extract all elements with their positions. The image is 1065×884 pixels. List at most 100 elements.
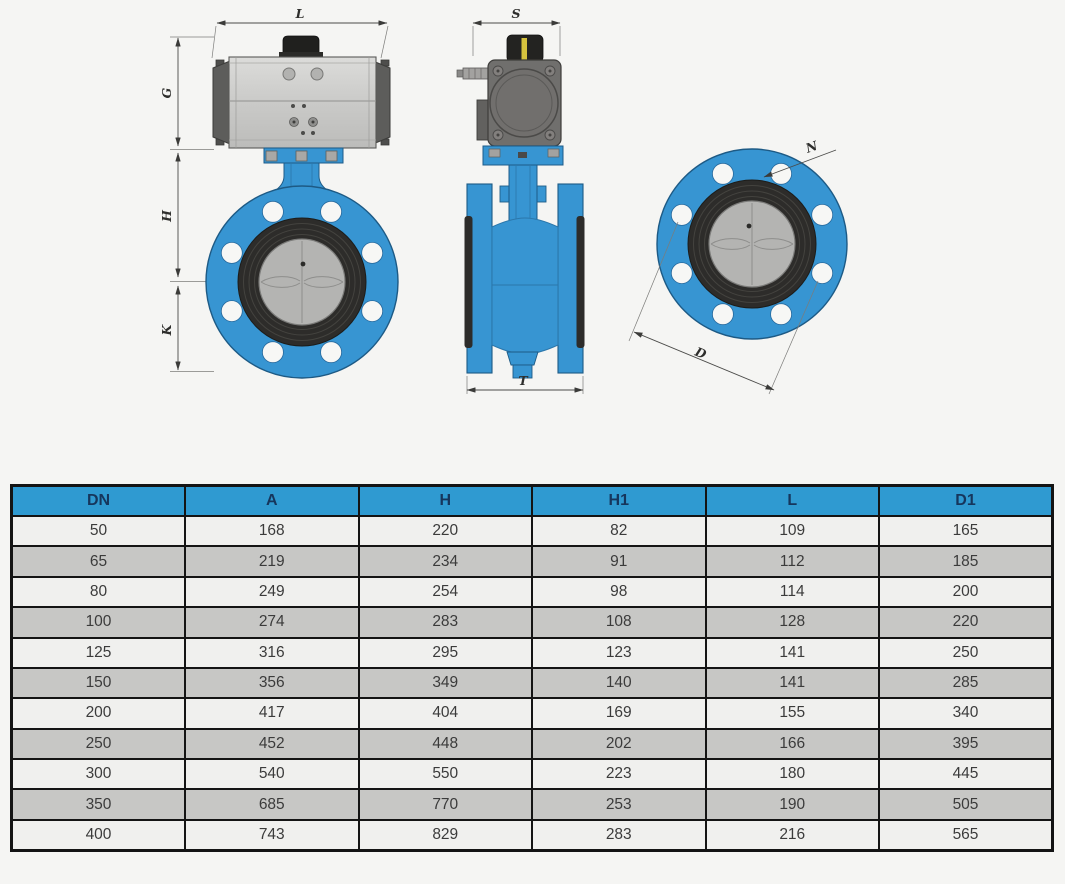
table-cell: 395 <box>878 727 1054 761</box>
table-cell: 169 <box>531 697 707 730</box>
table-cell: 50 <box>10 514 186 548</box>
table-cell: 400 <box>10 818 186 852</box>
table-cell: 185 <box>878 545 1054 578</box>
table-cell: 82 <box>531 514 707 548</box>
table-cell: 200 <box>10 697 186 730</box>
col-header-l: L <box>704 484 880 517</box>
col-header-a: A <box>184 484 360 517</box>
table-cell: 350 <box>10 788 186 821</box>
col-header-h1: H1 <box>531 484 707 517</box>
table-cell: 300 <box>10 757 186 791</box>
center-body <box>491 217 559 355</box>
mounting-bolt <box>265 150 278 162</box>
pneumatic-actuator-front <box>212 35 391 149</box>
table-cell: 250 <box>878 636 1054 669</box>
table-cell: 123 <box>531 636 707 669</box>
table-cell: 404 <box>357 697 533 730</box>
mounting-bolt <box>488 148 501 158</box>
table-cell: 550 <box>357 757 533 791</box>
table-row: 65 219 234 91 112 185 <box>10 545 1054 578</box>
table-cell: 112 <box>704 545 880 578</box>
table-row: 250 452 448 202 166 395 <box>10 727 1054 761</box>
valve-flange-front <box>205 185 399 379</box>
side-view: S <box>456 6 585 394</box>
col-header-h: H <box>357 484 533 517</box>
table-cell: 234 <box>357 545 533 578</box>
indicator-stripe <box>521 38 527 60</box>
table-cell: 219 <box>184 545 360 578</box>
dim-label-N: N <box>803 138 820 156</box>
dim-label-D: D <box>692 343 709 361</box>
actuator-end-cap-left <box>212 60 231 145</box>
table-cell: 448 <box>357 727 533 761</box>
table-row: 150 356 349 140 141 285 <box>10 666 1054 700</box>
table-row: 125 316 295 123 141 250 <box>10 636 1054 669</box>
dimension-table-body: 50 168 220 82 109 165 65 219 234 91 112 185 80 249 254… <box>10 514 1054 852</box>
table-cell: 150 <box>10 666 186 700</box>
table-cell: 253 <box>531 788 707 821</box>
dimension-N: N <box>763 138 837 178</box>
table-cell: 91 <box>531 545 707 578</box>
mounting-bolt <box>295 150 308 162</box>
table-cell: 743 <box>184 818 360 852</box>
table-cell: 770 <box>357 788 533 821</box>
dim-label-L: L <box>295 6 305 21</box>
table-cell: 283 <box>357 606 533 639</box>
bolt-holes <box>220 200 384 364</box>
pneumatic-actuator-side <box>456 34 562 147</box>
dimension-T: T <box>466 373 584 394</box>
cylinder-boss <box>489 68 559 138</box>
dim-label-G: G <box>159 87 174 98</box>
bottom-tab <box>512 364 533 379</box>
table-cell: 254 <box>357 575 533 609</box>
col-header-dn: DN <box>10 484 186 517</box>
table-cell: 295 <box>357 636 533 669</box>
table-cell: 80 <box>10 575 186 609</box>
table-cell: 565 <box>878 818 1054 852</box>
table-row: 50 168 220 82 109 165 <box>10 514 1054 548</box>
valve-body-side <box>464 145 585 379</box>
table-cell: 140 <box>531 666 707 700</box>
table-cell: 155 <box>704 697 880 730</box>
table-cell: 165 <box>878 514 1054 548</box>
table-row: 200 417 404 169 155 340 <box>10 697 1054 730</box>
table-cell: 141 <box>704 666 880 700</box>
disc-center-pin <box>746 223 752 229</box>
dimension-S: S <box>472 6 561 56</box>
table-cell: 166 <box>704 727 880 761</box>
table-cell: 283 <box>531 818 707 852</box>
disc-center-pin <box>300 261 306 267</box>
table-cell: 356 <box>184 666 360 700</box>
dimension-L: L <box>211 6 389 59</box>
bottom-stub <box>506 351 539 366</box>
table-cell: 223 <box>531 757 707 791</box>
table-cell: 202 <box>531 727 707 761</box>
table-cell: 108 <box>531 606 707 639</box>
table-cell: 141 <box>704 636 880 669</box>
table-cell: 114 <box>704 575 880 609</box>
cap-base <box>279 52 323 57</box>
dim-label-S: S <box>511 6 520 21</box>
air-port <box>310 67 324 81</box>
table-cell: 98 <box>531 575 707 609</box>
table-cell: 349 <box>357 666 533 700</box>
table-cell: 829 <box>357 818 533 852</box>
dim-label-H: H <box>159 209 174 223</box>
table-cell: 109 <box>704 514 880 548</box>
table-row: 350 685 770 253 190 505 <box>10 788 1054 821</box>
table-cell: 274 <box>184 606 360 639</box>
front-view: L G H K <box>159 6 399 379</box>
table-cell: 285 <box>878 666 1054 700</box>
table-cell: 340 <box>878 697 1054 730</box>
seat-edge-left <box>464 216 473 348</box>
mounting-bolt <box>547 148 560 158</box>
dimension-table: DN A H H1 L D1 50 168 220 82 109 165 65 219 234 9… <box>10 484 1054 853</box>
air-fitting <box>462 67 489 80</box>
dim-label-K: K <box>159 323 174 336</box>
table-cell: 168 <box>184 514 360 548</box>
table-cell: 249 <box>184 575 360 609</box>
dimension-D: D <box>628 221 819 395</box>
technical-drawing: L G H K <box>159 6 848 395</box>
table-cell: 100 <box>10 606 186 639</box>
table-cell: 417 <box>184 697 360 730</box>
